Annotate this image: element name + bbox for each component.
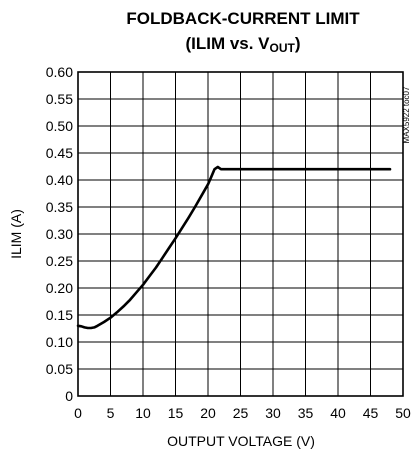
y-tick-label: 0.25: [46, 253, 73, 269]
chart-subtitle: (ILIM vs. VOUT): [185, 34, 300, 55]
y-tick-label: 0: [65, 388, 73, 404]
tick-labels: 0 5 10 15 20 25 30 35 40 45 50 0 0.05 0.10 0.15 0.20 0.2…: [46, 64, 411, 421]
x-tick-label: 45: [363, 405, 379, 421]
x-tick-label: 10: [135, 405, 151, 421]
chart-code-annotation: MAX5922 toc07: [402, 86, 411, 143]
x-tick-label: 40: [330, 405, 346, 421]
y-tick-label: 0.60: [46, 64, 73, 80]
grid-lines: [78, 72, 403, 396]
y-tick-label: 0.50: [46, 118, 73, 134]
y-tick-label: 0.35: [46, 199, 73, 215]
x-tick-label: 15: [168, 405, 184, 421]
x-tick-label: 50: [395, 405, 411, 421]
y-axis-label: ILIM (A): [8, 209, 24, 259]
chart-title: FOLDBACK-CURRENT LIMIT: [126, 9, 360, 28]
series-group: [76, 165, 392, 330]
y-tick-label: 0.45: [46, 145, 73, 161]
y-tick-label: 0.15: [46, 307, 73, 323]
x-tick-label: 20: [200, 405, 216, 421]
y-tick-label: 0.55: [46, 91, 73, 107]
y-tick-label: 0.30: [46, 226, 73, 242]
chart-subtitle-subscript: OUT: [270, 41, 296, 55]
chart-subtitle-prefix: (ILIM vs. V: [185, 34, 270, 53]
chart-subtitle-suffix: ): [295, 34, 301, 53]
x-tick-label: 35: [298, 405, 314, 421]
y-tick-label: 0.10: [46, 334, 73, 350]
plot-frame: [77, 71, 404, 397]
x-tick-label: 25: [233, 405, 249, 421]
x-tick-label: 0: [74, 405, 82, 421]
y-tick-label: 0.40: [46, 172, 73, 188]
x-axis-label: OUTPUT VOLTAGE (V): [167, 433, 315, 449]
x-tick-label: 30: [265, 405, 281, 421]
y-tick-label: 0.20: [46, 280, 73, 296]
series-line-0: [76, 165, 392, 330]
x-tick-label: 5: [107, 405, 115, 421]
y-tick-label: 0.05: [46, 361, 73, 377]
